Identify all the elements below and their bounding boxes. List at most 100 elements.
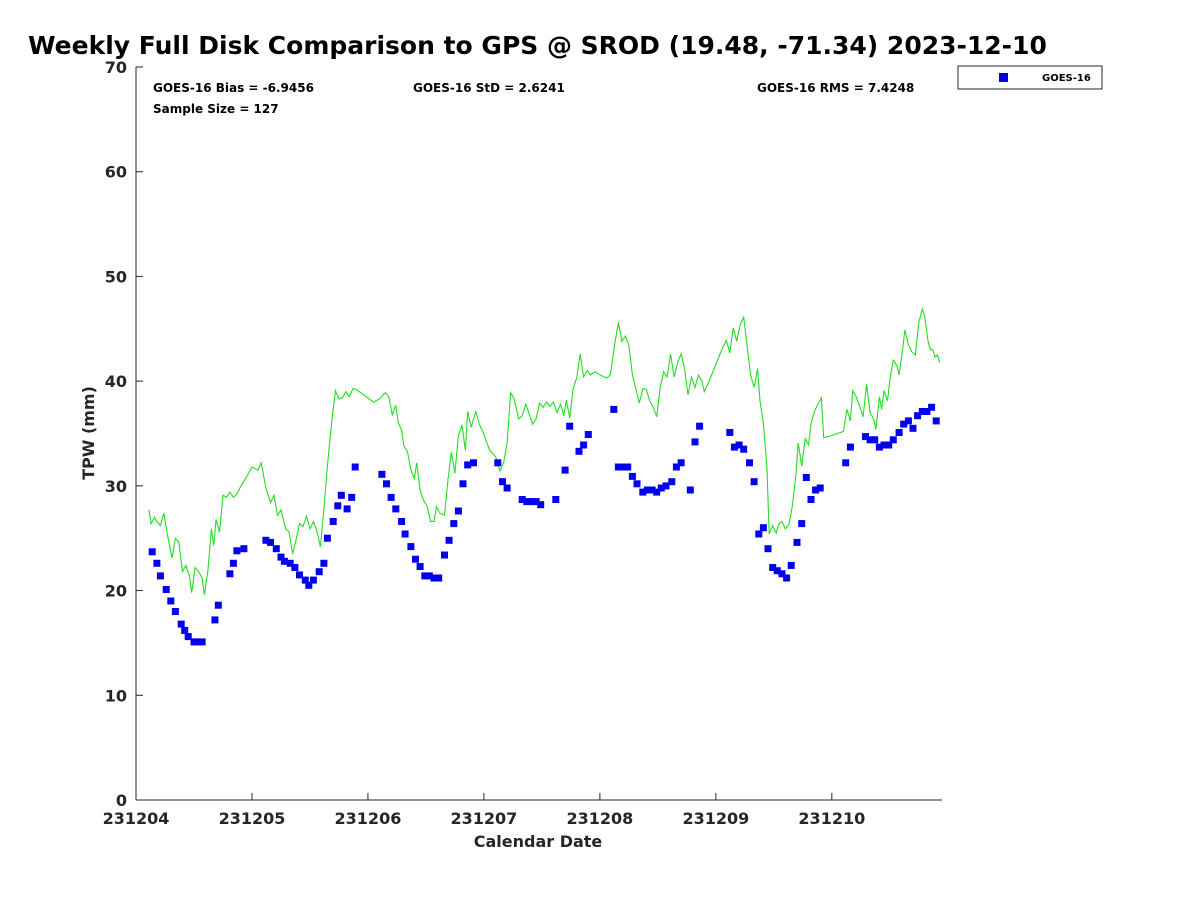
goes-16-point xyxy=(401,530,409,538)
goes-16-point xyxy=(639,488,647,496)
goes-16-point xyxy=(730,443,738,451)
goes-16-point xyxy=(181,626,189,634)
goes-16-point xyxy=(162,586,170,593)
plot-area xyxy=(135,67,942,801)
goes-16-point xyxy=(783,574,791,582)
goes-16-point xyxy=(171,608,179,615)
goes-16-point xyxy=(523,498,531,506)
goes-16-point xyxy=(211,616,219,624)
goes-16-point xyxy=(351,463,359,471)
y-axis-ticks: 0 10 20 30 40 50 60 70 xyxy=(105,58,143,810)
goes-16-point xyxy=(240,545,248,553)
goes-16-point xyxy=(387,493,395,501)
goes-16-point xyxy=(503,484,511,492)
y-tick-label: 10 xyxy=(105,686,127,705)
goes-16-point xyxy=(454,507,462,515)
goes-16-point xyxy=(643,486,651,494)
goes-16-point xyxy=(885,441,893,449)
goes-16-point xyxy=(280,557,288,565)
goes-16-point xyxy=(445,536,453,544)
x-tick-label: 231209 xyxy=(682,809,749,828)
goes-16-point xyxy=(528,498,535,506)
goes-16-point xyxy=(464,461,472,469)
goes-16-point xyxy=(862,433,869,441)
goes-16-point xyxy=(148,548,156,556)
x-tick-label: 231207 xyxy=(451,809,518,828)
goes-16-point xyxy=(691,438,699,446)
goes-16-point xyxy=(343,505,351,513)
goes-16-point xyxy=(296,571,303,579)
goes-16-point xyxy=(398,518,406,525)
goes-16-point xyxy=(746,459,753,467)
goes-16-point xyxy=(378,470,386,478)
y-tick-label: 40 xyxy=(105,372,127,391)
goes-16-point xyxy=(846,443,854,451)
goes-16-point xyxy=(793,538,801,546)
goes-16-point xyxy=(566,422,574,430)
goes-16-point xyxy=(214,601,222,609)
goes-16-point xyxy=(895,429,903,436)
std-stat: GOES-16 StD = 2.6241 xyxy=(413,81,565,95)
goes-16-point xyxy=(633,480,641,488)
goes-16-point xyxy=(494,459,502,467)
goes-16-point xyxy=(561,466,569,474)
goes-16-point xyxy=(323,534,331,542)
goes-16-point xyxy=(778,570,786,578)
x-tick-label: 231208 xyxy=(566,809,633,828)
goes-16-point xyxy=(153,559,161,567)
x-tick-label: 231204 xyxy=(103,809,170,828)
gps-series-line xyxy=(148,306,941,595)
legend: GOES-16 xyxy=(957,65,1103,90)
goes-16-point xyxy=(450,520,458,528)
goes-16-point xyxy=(668,478,676,486)
goes-16-point xyxy=(499,478,506,486)
y-tick-label: 20 xyxy=(105,582,127,601)
goes-16-point xyxy=(769,564,777,571)
goes-16-point xyxy=(787,561,795,569)
goes-16-point xyxy=(459,480,467,488)
y-tick-label: 60 xyxy=(105,163,127,182)
goes-16-point xyxy=(301,576,309,584)
goes-16-point xyxy=(198,638,206,646)
goes-16-point xyxy=(421,572,429,580)
y-tick-label: 0 xyxy=(116,791,127,810)
goes-16-point xyxy=(184,633,192,641)
x-tick-label: 231206 xyxy=(335,809,402,828)
goes-16-point xyxy=(267,538,274,546)
goes-16-point xyxy=(624,463,632,471)
goes-16-point xyxy=(750,478,758,486)
goes-16-point xyxy=(900,420,908,428)
goes-16-point xyxy=(871,436,879,444)
goes-16-point xyxy=(272,545,280,553)
legend-goes-16-marker xyxy=(999,73,1008,82)
goes-16-point xyxy=(812,486,820,494)
rms-stat: GOES-16 RMS = 7.4248 xyxy=(757,81,914,95)
goes-16-point xyxy=(315,568,323,576)
chart-title: Weekly Full Disk Comparison to GPS @ SRO… xyxy=(28,31,1047,60)
goes-16-point xyxy=(928,403,936,411)
goes-16-point xyxy=(441,551,448,559)
goes-16-point xyxy=(755,530,763,538)
goes-16-point xyxy=(430,574,438,582)
legend-goes-16-label: GOES-16 xyxy=(1042,73,1091,84)
goes-16-point xyxy=(918,408,926,415)
goes-16-point xyxy=(262,536,270,544)
goes-16-point xyxy=(277,553,285,561)
goes-16-point xyxy=(904,417,912,425)
goes-16-point xyxy=(392,505,400,513)
goes-16-point xyxy=(337,491,345,499)
goes-16-point xyxy=(580,441,588,449)
goes-16-point xyxy=(305,581,313,589)
goes-16-point xyxy=(932,417,940,425)
goes-16-point xyxy=(672,463,680,471)
goes-16-point xyxy=(628,472,636,480)
goes-16-point xyxy=(470,459,477,467)
goes-16-point xyxy=(383,480,390,488)
goes-16-point xyxy=(816,484,824,492)
goes-16-point xyxy=(348,493,356,501)
goes-16-point xyxy=(435,574,443,582)
x-tick-label: 231205 xyxy=(219,809,286,828)
goes-16-point xyxy=(662,482,670,490)
bias-stat: GOES-16 Bias = -6.9456 xyxy=(153,81,314,95)
